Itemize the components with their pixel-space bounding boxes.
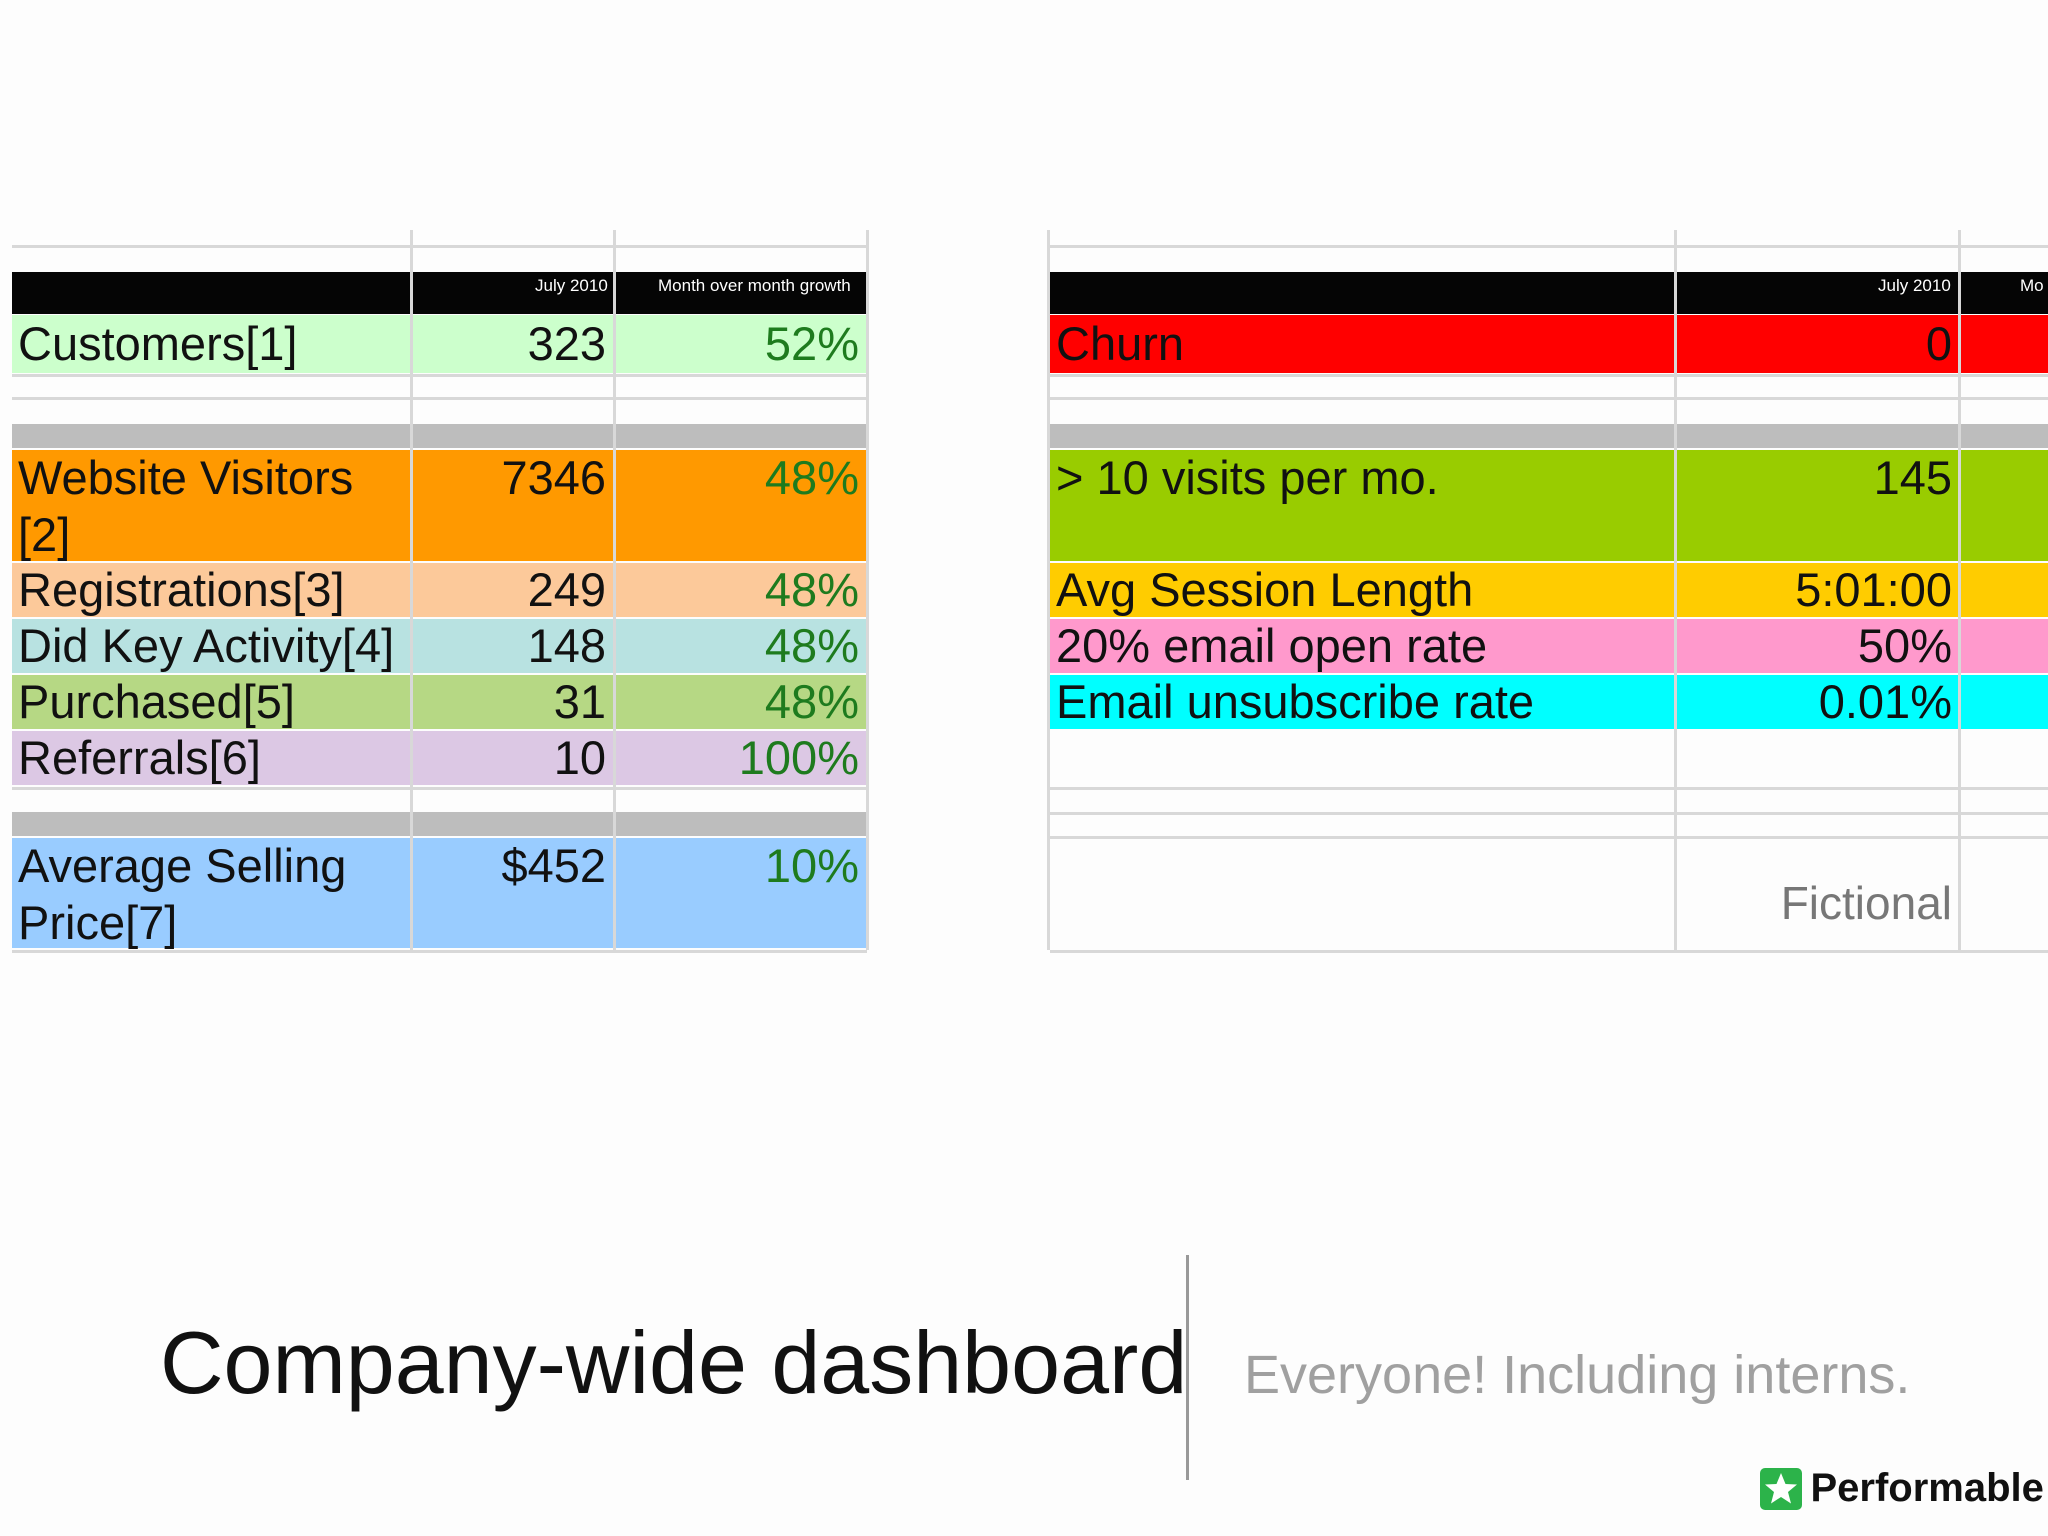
row-growth-referrals: 100% bbox=[738, 731, 859, 784]
row-value-unsubscribe: 0.01% bbox=[1818, 675, 1952, 728]
grid-line bbox=[1958, 230, 1961, 950]
row-value-registrations: 249 bbox=[527, 563, 606, 616]
grid-line bbox=[1050, 245, 2048, 248]
row-growth-customers: 52% bbox=[764, 317, 859, 370]
grid-line bbox=[1050, 787, 2048, 790]
right-header-month: July 2010 bbox=[1878, 276, 1951, 295]
row-open-rate-fill bbox=[1050, 619, 2048, 673]
star-icon bbox=[1760, 1467, 1802, 1510]
row-value-referrals: 10 bbox=[553, 731, 606, 784]
slide-title: Company-wide dashboard bbox=[160, 1313, 1188, 1412]
row-label-customers: Customers[1] bbox=[18, 317, 298, 370]
row-purchased-fill bbox=[12, 675, 867, 729]
row-customers-fill bbox=[12, 315, 867, 373]
fictional-note: Fictional bbox=[1780, 877, 1952, 929]
grid-line bbox=[1674, 230, 1677, 950]
row-value-session: 5:01:00 bbox=[1795, 563, 1952, 616]
grid-line bbox=[12, 950, 867, 953]
separator-bar bbox=[12, 812, 867, 836]
right-header-bar bbox=[1050, 272, 2048, 314]
grid-line bbox=[12, 397, 867, 400]
row-growth-purchased: 48% bbox=[764, 675, 859, 728]
row-churn-fill bbox=[1050, 315, 2048, 373]
row-session-fill bbox=[1050, 563, 2048, 617]
row-value-churn: 0 bbox=[1925, 317, 1952, 370]
row-label-visits: > 10 visits per mo. bbox=[1056, 451, 1439, 504]
row-growth-website-visitors: 48% bbox=[764, 451, 859, 504]
grid-line bbox=[1047, 230, 1050, 950]
row-website-visitors-fill bbox=[12, 450, 867, 561]
row-growth-key-activity: 48% bbox=[764, 619, 859, 672]
row-label-asp-2: Price[7] bbox=[18, 896, 178, 949]
row-value-asp: $452 bbox=[501, 839, 606, 892]
row-label-purchased: Purchased[5] bbox=[18, 675, 295, 728]
separator-bar bbox=[1050, 424, 2048, 448]
row-label-registrations: Registrations[3] bbox=[18, 563, 345, 616]
row-referrals-fill bbox=[12, 731, 867, 785]
row-growth-registrations: 48% bbox=[764, 563, 859, 616]
left-header-bar bbox=[12, 272, 867, 314]
row-label-unsubscribe: Email unsubscribe rate bbox=[1056, 675, 1535, 728]
grid-line bbox=[1050, 812, 2048, 815]
row-label-churn: Churn bbox=[1056, 317, 1185, 370]
row-label-key-activity: Did Key Activity[4] bbox=[18, 619, 395, 672]
grid-line bbox=[410, 230, 413, 950]
right-header-growth: Mo bbox=[2020, 276, 2044, 295]
row-value-website-visitors: 7346 bbox=[501, 451, 606, 504]
grid-line bbox=[12, 787, 867, 790]
performable-logo: Performable bbox=[1760, 1466, 2044, 1512]
grid-line bbox=[1050, 836, 2048, 839]
row-registrations-fill bbox=[12, 563, 867, 617]
row-label-open-rate: 20% email open rate bbox=[1056, 619, 1488, 672]
grid-line bbox=[12, 374, 867, 377]
grid-line bbox=[12, 245, 867, 248]
grid-line bbox=[1050, 950, 2048, 953]
grid-line bbox=[1050, 374, 2048, 377]
brand-name: Performable bbox=[1810, 1466, 2044, 1510]
grid-line bbox=[1050, 397, 2048, 400]
row-label-session: Avg Session Length bbox=[1056, 563, 1474, 616]
caption-divider bbox=[1186, 1255, 1189, 1480]
slide-subtitle: Everyone! Including interns. bbox=[1244, 1345, 1911, 1405]
separator-bar bbox=[12, 424, 867, 448]
row-asp-fill bbox=[12, 838, 867, 948]
grid-line bbox=[866, 230, 869, 950]
grid-line bbox=[613, 230, 616, 950]
row-label-website-visitors: Website Visitors bbox=[18, 451, 354, 504]
left-header-growth: Month over month growth bbox=[658, 276, 851, 295]
row-label-referrals: Referrals[6] bbox=[18, 731, 261, 784]
row-value-open-rate: 50% bbox=[1857, 619, 1952, 672]
row-visits-fill bbox=[1050, 450, 2048, 561]
row-value-purchased: 31 bbox=[553, 675, 606, 728]
row-unsubscribe-fill bbox=[1050, 675, 2048, 729]
row-key-activity-fill bbox=[12, 619, 867, 673]
row-label-website-visitors-2: [2] bbox=[18, 508, 71, 561]
row-growth-asp: 10% bbox=[764, 839, 859, 892]
row-value-visits: 145 bbox=[1873, 451, 1952, 504]
row-value-key-activity: 148 bbox=[527, 619, 606, 672]
row-label-asp: Average Selling bbox=[18, 839, 347, 892]
left-header-month: July 2010 bbox=[535, 276, 608, 295]
row-value-customers: 323 bbox=[527, 317, 606, 370]
